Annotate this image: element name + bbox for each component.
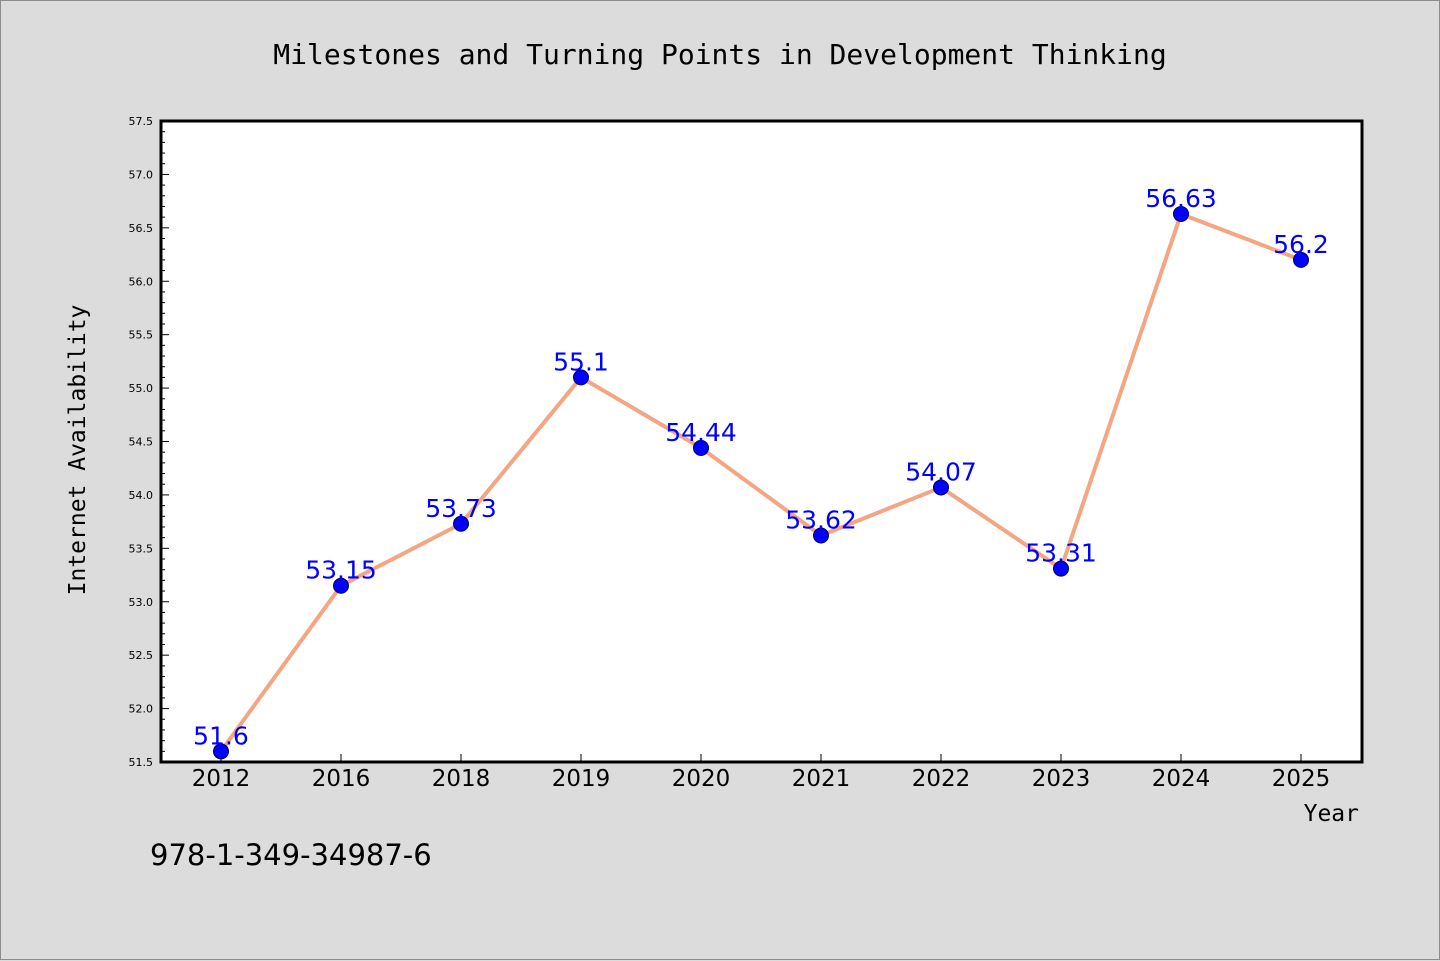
chart-title: Milestones and Turning Points in Develop… bbox=[273, 38, 1166, 71]
x-tick-label: 2020 bbox=[672, 766, 731, 792]
x-tick-label: 2012 bbox=[192, 766, 251, 792]
x-tick-label: 2024 bbox=[1152, 766, 1211, 792]
data-point bbox=[813, 527, 829, 544]
y-tick-label: 53.5 bbox=[129, 542, 154, 555]
data-label: 56.63 bbox=[1145, 184, 1217, 213]
y-axis: 51.5 52.0 52.5 53.0 53.5 54.0 54.5 55.0 55.5 56.0… bbox=[129, 115, 169, 769]
y-tick-label: 52.5 bbox=[129, 649, 154, 662]
data-point bbox=[1053, 560, 1069, 577]
x-tick-label: 2019 bbox=[552, 766, 611, 792]
data-point bbox=[573, 369, 589, 386]
data-labels: 51.6 53.15 53.73 55.1 54.44 53.62 54.07 53.31 56… bbox=[193, 184, 1329, 750]
y-tick-label: 52.0 bbox=[129, 703, 154, 716]
x-tick-label: 2021 bbox=[792, 766, 851, 792]
y-tick-label: 51.5 bbox=[129, 756, 154, 769]
y-tick-label: 54.5 bbox=[129, 436, 154, 449]
data-point bbox=[693, 439, 709, 456]
x-tick-label: 2025 bbox=[1272, 766, 1331, 792]
data-label: 53.15 bbox=[305, 556, 377, 585]
y-axis-label: Internet Availability bbox=[65, 305, 91, 596]
data-point bbox=[933, 479, 949, 496]
data-label: 53.31 bbox=[1025, 539, 1097, 568]
data-label: 53.62 bbox=[785, 506, 857, 535]
data-point bbox=[333, 577, 349, 594]
y-tick-label: 53.0 bbox=[129, 596, 154, 609]
y-tick-label: 57.5 bbox=[129, 115, 154, 128]
data-label: 53.73 bbox=[425, 494, 497, 523]
y-tick-label: 57.0 bbox=[129, 168, 154, 181]
y-tick-label: 55.5 bbox=[129, 329, 154, 342]
x-tick-label: 2022 bbox=[912, 766, 971, 792]
data-label: 56.2 bbox=[1273, 230, 1329, 259]
x-tick-label: 2023 bbox=[1032, 766, 1091, 792]
data-points bbox=[213, 205, 1309, 760]
data-label: 51.6 bbox=[193, 721, 249, 750]
series-line bbox=[219, 211, 1302, 753]
x-tick-label: 2018 bbox=[432, 766, 491, 792]
y-tick-label: 54.0 bbox=[129, 489, 154, 502]
x-axis: 2012 2016 2018 2019 2020 2021 2022 2023 2024 2025 bbox=[192, 754, 1331, 792]
data-point bbox=[1293, 251, 1309, 268]
y-tick-label: 56.0 bbox=[129, 275, 154, 288]
data-point bbox=[1173, 205, 1189, 222]
x-tick-label: 2016 bbox=[312, 766, 371, 792]
y-tick-label: 55.0 bbox=[129, 382, 154, 395]
data-label: 55.1 bbox=[553, 347, 609, 376]
data-point bbox=[213, 743, 229, 760]
plot-area bbox=[159, 119, 1364, 764]
data-label: 54.44 bbox=[665, 418, 737, 447]
x-axis-label: Year bbox=[1304, 801, 1359, 827]
isbn-text: 978-1-349-34987-6 bbox=[150, 838, 432, 872]
data-point bbox=[453, 515, 469, 532]
data-label: 54.07 bbox=[905, 457, 977, 486]
y-tick-label: 56.5 bbox=[129, 222, 154, 235]
